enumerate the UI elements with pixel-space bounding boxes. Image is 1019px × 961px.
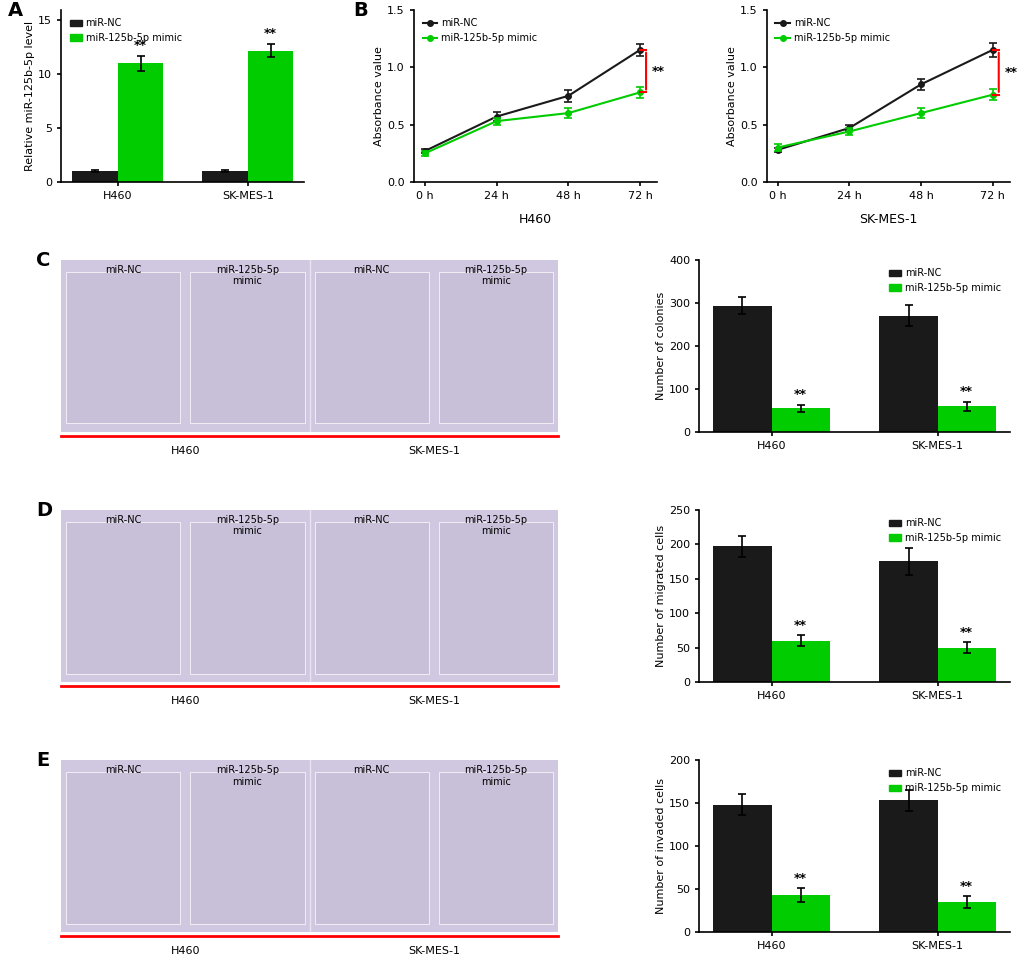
Text: miR-NC: miR-NC <box>105 265 142 275</box>
Y-axis label: Absorbance value: Absorbance value <box>374 46 384 146</box>
Bar <box>936 902 995 932</box>
Legend: miR-NC, miR-125b-5p mimic: miR-NC, miR-125b-5p mimic <box>770 14 893 47</box>
Text: miR-NC: miR-NC <box>354 515 389 525</box>
Bar <box>191 522 305 674</box>
Y-axis label: Number of colonies: Number of colonies <box>655 292 665 400</box>
Text: miR-NC: miR-NC <box>354 765 389 775</box>
Text: H460: H460 <box>170 946 200 956</box>
Text: **: ** <box>133 38 147 52</box>
Text: **: ** <box>794 872 806 885</box>
Bar <box>314 522 428 674</box>
Bar <box>878 316 936 432</box>
Y-axis label: Number of invaded cells: Number of invaded cells <box>655 778 665 914</box>
Legend: miR-NC, miR-125b-5p mimic: miR-NC, miR-125b-5p mimic <box>419 14 541 47</box>
Text: B: B <box>353 1 368 20</box>
Bar <box>712 306 770 432</box>
Y-axis label: Relative miR-125b-5p level: Relative miR-125b-5p level <box>25 21 36 171</box>
Bar <box>314 272 428 424</box>
Legend: miR-NC, miR-125b-5p mimic: miR-NC, miR-125b-5p mimic <box>884 264 1004 297</box>
Text: **: ** <box>959 626 972 639</box>
Legend: miR-NC, miR-125b-5p mimic: miR-NC, miR-125b-5p mimic <box>884 765 1004 798</box>
Text: **: ** <box>794 619 806 631</box>
Text: H460: H460 <box>519 213 551 226</box>
Text: SK-MES-1: SK-MES-1 <box>858 213 916 226</box>
Bar <box>712 546 770 682</box>
Bar <box>66 522 180 674</box>
Text: miR-125b-5p
mimic: miR-125b-5p mimic <box>464 515 527 536</box>
Text: miR-125b-5p
mimic: miR-125b-5p mimic <box>216 765 279 786</box>
Text: H460: H460 <box>170 446 200 456</box>
Bar <box>191 772 305 924</box>
Bar <box>314 772 428 924</box>
Bar <box>936 648 995 682</box>
Text: **: ** <box>1004 65 1017 79</box>
Bar <box>438 522 552 674</box>
Text: miR-125b-5p
mimic: miR-125b-5p mimic <box>216 515 279 536</box>
Bar <box>117 63 163 182</box>
Bar <box>770 641 828 682</box>
Bar <box>72 171 117 182</box>
Legend: miR-NC, miR-125b-5p mimic: miR-NC, miR-125b-5p mimic <box>66 14 185 47</box>
Text: C: C <box>37 251 51 270</box>
Text: **: ** <box>794 388 806 402</box>
Bar <box>191 272 305 424</box>
Text: **: ** <box>651 64 664 78</box>
Text: D: D <box>37 501 52 520</box>
Bar <box>770 408 828 432</box>
Text: miR-125b-5p
mimic: miR-125b-5p mimic <box>216 265 279 286</box>
Y-axis label: Number of migrated cells: Number of migrated cells <box>655 525 665 667</box>
Bar <box>770 895 828 932</box>
Text: miR-NC: miR-NC <box>105 515 142 525</box>
Bar <box>936 407 995 432</box>
Text: **: ** <box>959 879 972 893</box>
Text: SK-MES-1: SK-MES-1 <box>408 696 460 706</box>
Text: miR-NC: miR-NC <box>105 765 142 775</box>
Text: miR-NC: miR-NC <box>354 265 389 275</box>
Bar <box>878 801 936 932</box>
Bar <box>438 772 552 924</box>
Text: SK-MES-1: SK-MES-1 <box>408 446 460 456</box>
Text: E: E <box>37 752 50 770</box>
Bar <box>66 272 180 424</box>
Bar <box>248 51 293 182</box>
Text: SK-MES-1: SK-MES-1 <box>408 946 460 956</box>
Text: miR-125b-5p
mimic: miR-125b-5p mimic <box>464 265 527 286</box>
Bar <box>202 171 248 182</box>
Text: H460: H460 <box>170 696 200 706</box>
Text: **: ** <box>264 27 277 39</box>
Text: A: A <box>8 1 22 20</box>
Bar <box>66 772 180 924</box>
Text: **: ** <box>959 385 972 399</box>
Legend: miR-NC, miR-125b-5p mimic: miR-NC, miR-125b-5p mimic <box>884 514 1004 547</box>
Bar <box>878 561 936 682</box>
Y-axis label: Absorbance value: Absorbance value <box>727 46 737 146</box>
Bar <box>438 272 552 424</box>
Bar <box>712 804 770 932</box>
Text: miR-125b-5p
mimic: miR-125b-5p mimic <box>464 765 527 786</box>
